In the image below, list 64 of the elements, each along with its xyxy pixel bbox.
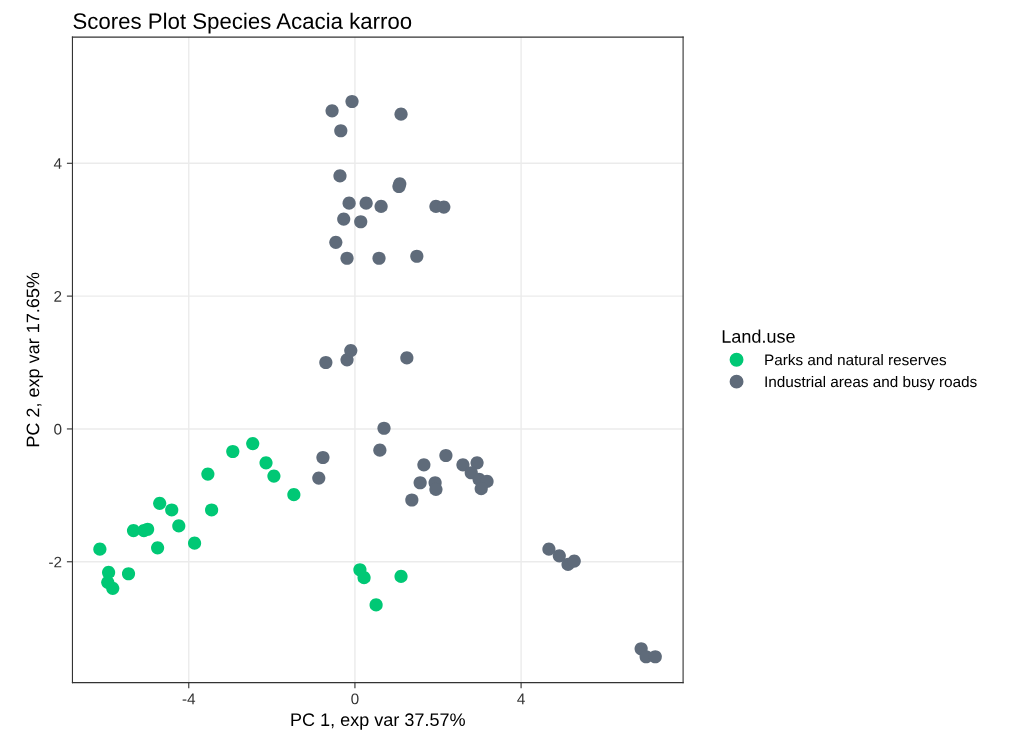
point xyxy=(205,503,219,517)
point xyxy=(342,196,356,210)
point xyxy=(359,196,373,210)
point xyxy=(552,549,566,563)
point xyxy=(456,458,470,472)
point xyxy=(165,503,179,517)
y-tick-label: 0 xyxy=(54,423,62,435)
x-axis-title: PC 1, exp var 37.57% xyxy=(291,713,465,730)
point xyxy=(93,542,107,556)
x-tick-label: 0 xyxy=(351,693,359,705)
legend-label: Parks and natural reserves xyxy=(765,354,947,366)
point xyxy=(312,471,326,485)
point xyxy=(648,650,662,664)
point xyxy=(542,542,556,556)
point xyxy=(437,200,451,214)
x-tick-label: -4 xyxy=(182,693,196,705)
x-tick-label: 4 xyxy=(517,693,525,705)
point xyxy=(141,522,155,536)
point xyxy=(333,169,347,183)
point xyxy=(187,536,202,550)
point xyxy=(405,493,419,507)
point xyxy=(153,496,167,510)
point xyxy=(325,104,339,118)
chart-title: Scores Plot Species Acacia karroo xyxy=(73,12,412,34)
point xyxy=(373,443,387,457)
point xyxy=(319,355,333,370)
y-tick-label: 2 xyxy=(54,290,62,302)
point xyxy=(246,436,260,451)
point xyxy=(372,251,386,265)
point xyxy=(345,94,359,109)
point xyxy=(267,469,281,483)
point xyxy=(374,199,388,214)
point xyxy=(567,554,581,568)
point xyxy=(316,450,330,465)
legend-label: Industrial areas and busy roads xyxy=(765,375,977,391)
y-tick-label: 4 xyxy=(53,158,62,169)
point xyxy=(151,541,165,555)
point xyxy=(439,448,453,463)
point xyxy=(121,567,136,581)
point xyxy=(344,343,358,358)
point xyxy=(226,444,240,459)
point xyxy=(394,107,408,121)
y-axis-title: PC 2, exp var 17.65% xyxy=(26,272,43,447)
point xyxy=(334,124,348,138)
point xyxy=(417,458,431,472)
legend-title: Land.use xyxy=(722,329,795,343)
point xyxy=(259,456,273,470)
point xyxy=(287,488,301,502)
point xyxy=(340,251,354,265)
point xyxy=(410,249,424,263)
point xyxy=(201,467,215,481)
point xyxy=(337,212,351,226)
point xyxy=(413,476,427,490)
point xyxy=(377,421,391,435)
point xyxy=(106,581,120,595)
point xyxy=(354,215,368,229)
point xyxy=(369,598,383,612)
point xyxy=(172,519,186,533)
point xyxy=(400,351,414,365)
y-tick-label: -2 xyxy=(49,556,62,568)
point xyxy=(470,456,484,470)
point xyxy=(329,235,343,249)
point xyxy=(394,569,408,583)
point xyxy=(357,571,371,585)
